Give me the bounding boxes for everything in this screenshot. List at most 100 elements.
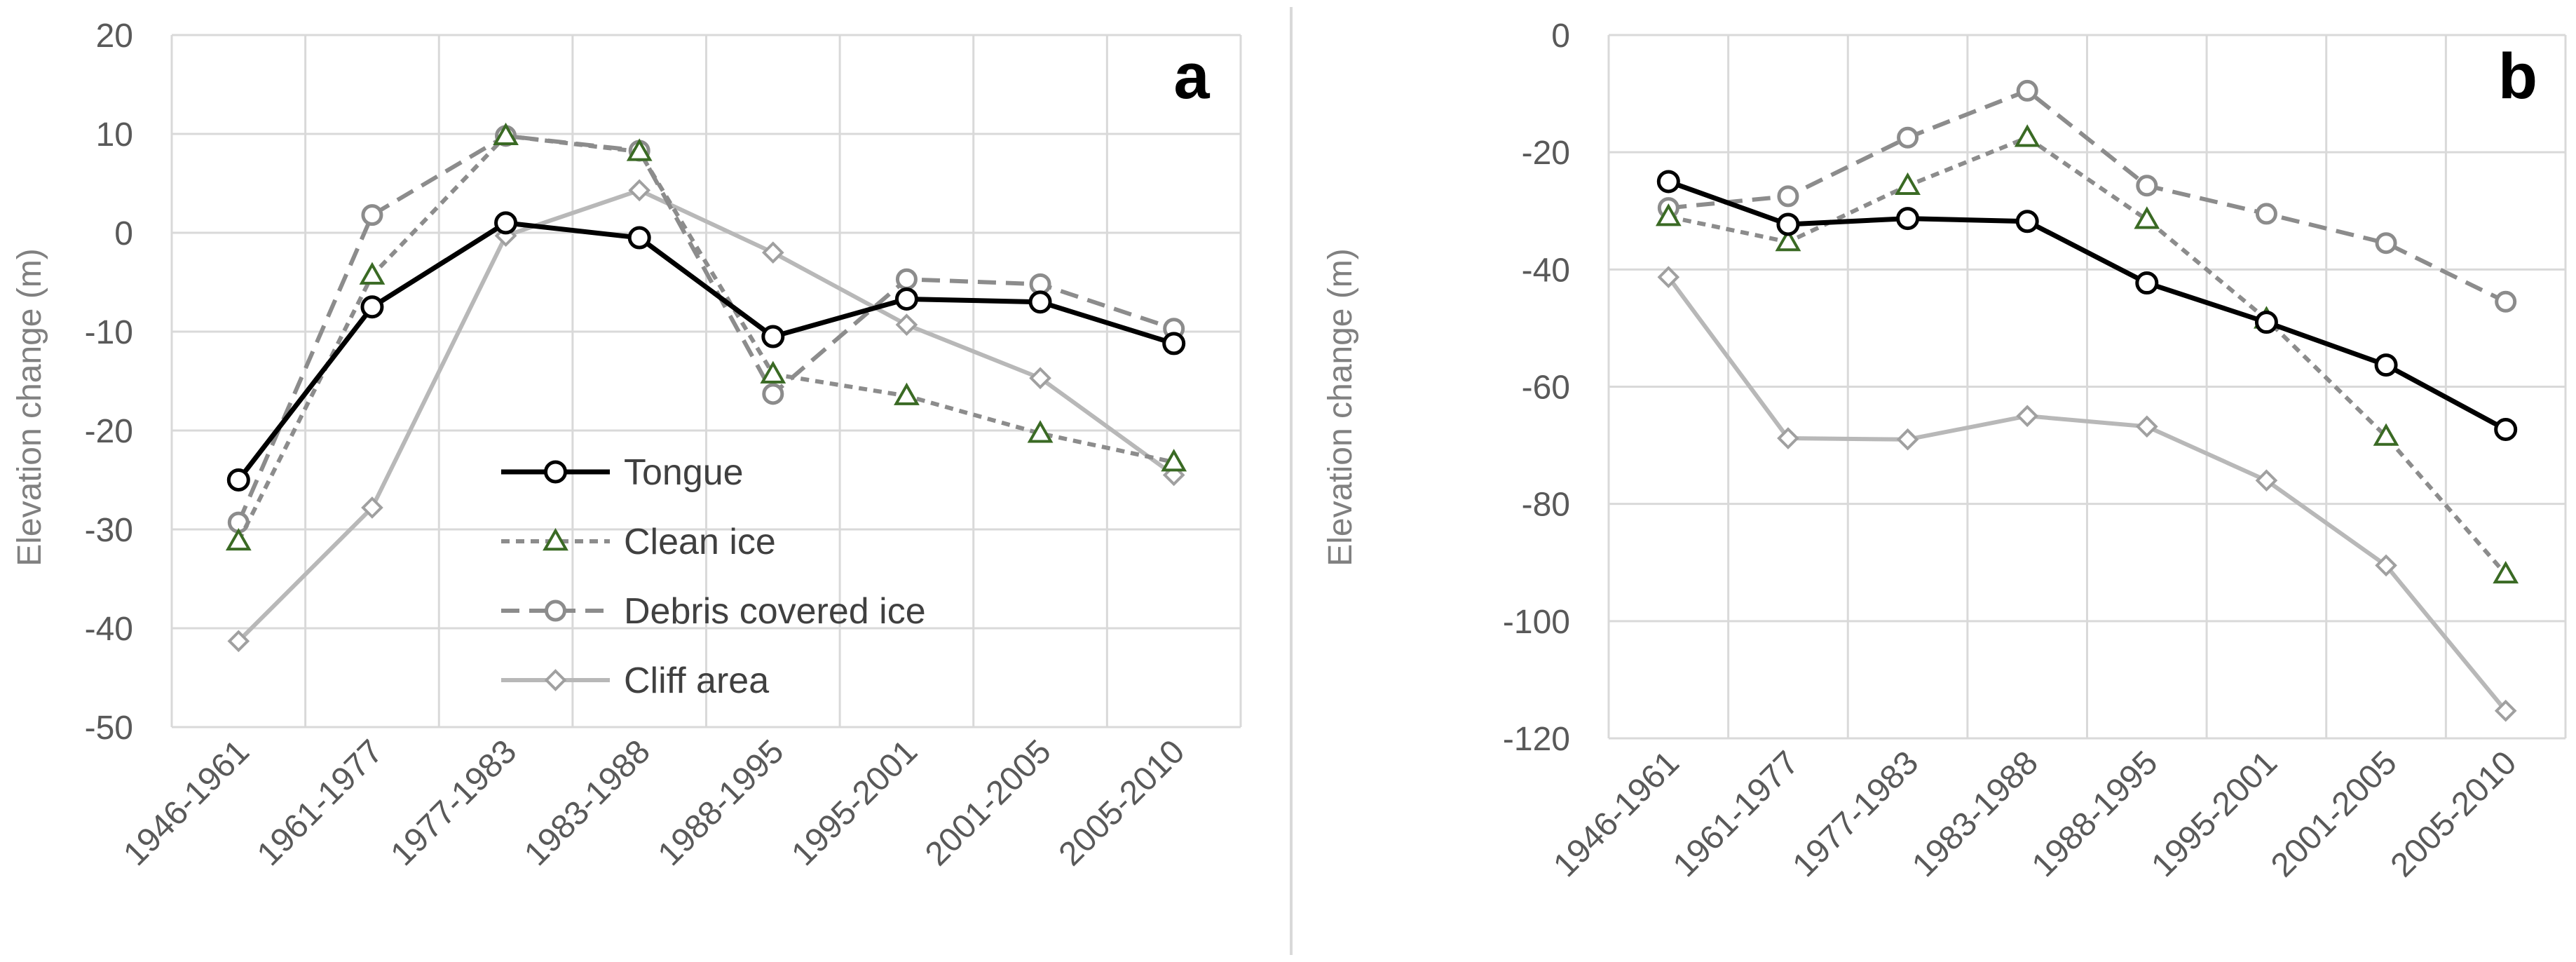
- data-point: [1656, 170, 1680, 194]
- legend-item: Cliff area: [501, 660, 769, 701]
- y-tick-label: -100: [1503, 604, 1570, 641]
- y-tick-label: -20: [1522, 135, 1570, 172]
- data-point: [626, 138, 653, 161]
- data-point: [1776, 212, 1800, 236]
- data-point: [1896, 428, 1919, 451]
- data-point: [2015, 210, 2039, 233]
- data-point: [2373, 423, 2399, 446]
- data-point: [1027, 420, 1054, 443]
- legend-label: Cliff area: [624, 660, 769, 701]
- y-axis-ticks: 20 10 0 -10 -20 -30 -40 -50: [85, 18, 133, 747]
- series-line: [236, 133, 1175, 524]
- panel-label: a: [1173, 41, 1210, 112]
- series-cliff-area: [1657, 266, 2517, 722]
- series-line: [236, 133, 1175, 543]
- data-point: [1029, 367, 1051, 390]
- data-point: [762, 383, 784, 405]
- data-point: [894, 287, 918, 311]
- series-debris-covered-ice: [1657, 79, 2517, 313]
- data-point: [360, 295, 384, 319]
- y-tick-label: 20: [96, 18, 133, 55]
- data-point: [2014, 124, 2040, 147]
- data-point: [1657, 266, 1680, 289]
- legend-marker: [545, 599, 566, 622]
- data-point: [2255, 469, 2278, 492]
- data-point: [2494, 418, 2518, 442]
- y-axis-title: Elevation change (m): [1322, 248, 1359, 567]
- data-point: [1895, 172, 1921, 196]
- data-point: [1896, 207, 1920, 231]
- data-point: [760, 360, 786, 384]
- data-point: [1161, 449, 1187, 472]
- data-point: [359, 262, 386, 285]
- series-line: [236, 220, 1175, 482]
- y-tick-label: -40: [1522, 252, 1570, 289]
- data-point: [1028, 290, 1052, 314]
- data-point: [2255, 203, 2277, 225]
- data-point: [2493, 560, 2519, 584]
- data-point: [2375, 232, 2397, 255]
- y-tick-label: -10: [85, 314, 133, 351]
- data-point: [2494, 699, 2517, 722]
- data-point: [761, 325, 785, 348]
- y-tick-label: -60: [1522, 370, 1570, 407]
- data-point: [1775, 229, 1801, 252]
- data-point: [361, 496, 383, 519]
- gridlines: [1607, 34, 2567, 740]
- data-point: [627, 226, 651, 250]
- data-point: [1897, 126, 1919, 149]
- data-point: [2135, 271, 2159, 295]
- data-point: [2374, 353, 2398, 377]
- data-point: [2016, 405, 2039, 428]
- y-axis-ticks: 0 -20 -40 -60 -80 -100 -120: [1503, 18, 1570, 758]
- legend-label: Clean ice: [624, 522, 776, 562]
- data-point: [225, 527, 252, 551]
- y-tick-label: -50: [85, 710, 133, 747]
- data-point: [2254, 311, 2278, 334]
- data-point: [895, 313, 918, 336]
- y-tick-label: 0: [114, 215, 133, 252]
- y-tick-label: 0: [1551, 18, 1570, 55]
- series-cliff-area: [227, 179, 1185, 653]
- data-point: [2134, 206, 2160, 229]
- y-axis-title: Elevation change (m): [11, 248, 48, 567]
- data-point: [226, 468, 250, 492]
- series-tongue: [1656, 170, 2518, 442]
- data-point: [2135, 415, 2158, 438]
- legend-marker: [543, 528, 568, 551]
- legend-label: Tongue: [624, 452, 744, 493]
- y-tick-label: 10: [96, 116, 133, 154]
- data-point: [494, 211, 518, 235]
- data-point: [227, 630, 250, 653]
- data-point: [493, 122, 519, 146]
- legend: Tongue Clean ice Debris covered ice Cliff a…: [501, 452, 926, 701]
- data-point: [894, 382, 920, 405]
- series-tongue: [226, 211, 1186, 492]
- legend-item: Debris covered ice: [501, 591, 926, 632]
- legend-label: Debris covered ice: [624, 591, 926, 632]
- data-point: [1655, 203, 1682, 226]
- gridlines: [170, 34, 1242, 729]
- y-tick-label: -80: [1522, 487, 1570, 524]
- data-point: [1777, 185, 1799, 208]
- legend-marker: [544, 460, 567, 484]
- data-point: [895, 268, 918, 290]
- series-line: [1666, 276, 2508, 712]
- data-point: [2136, 175, 2158, 197]
- series-clean-ice: [225, 122, 1187, 551]
- y-tick-label: -120: [1503, 721, 1570, 758]
- data-point: [628, 179, 651, 202]
- legend-marker: [544, 669, 567, 691]
- legend-item: Clean ice: [501, 522, 776, 562]
- data-point: [2016, 79, 2038, 102]
- series-line: [237, 188, 1175, 643]
- y-tick-label: -20: [85, 413, 133, 450]
- data-point: [1777, 427, 1799, 449]
- data-point: [361, 204, 383, 226]
- panel-label: b: [2498, 41, 2537, 112]
- data-point: [761, 241, 784, 264]
- legend-item: Tongue: [501, 452, 744, 493]
- data-point: [1162, 332, 1186, 355]
